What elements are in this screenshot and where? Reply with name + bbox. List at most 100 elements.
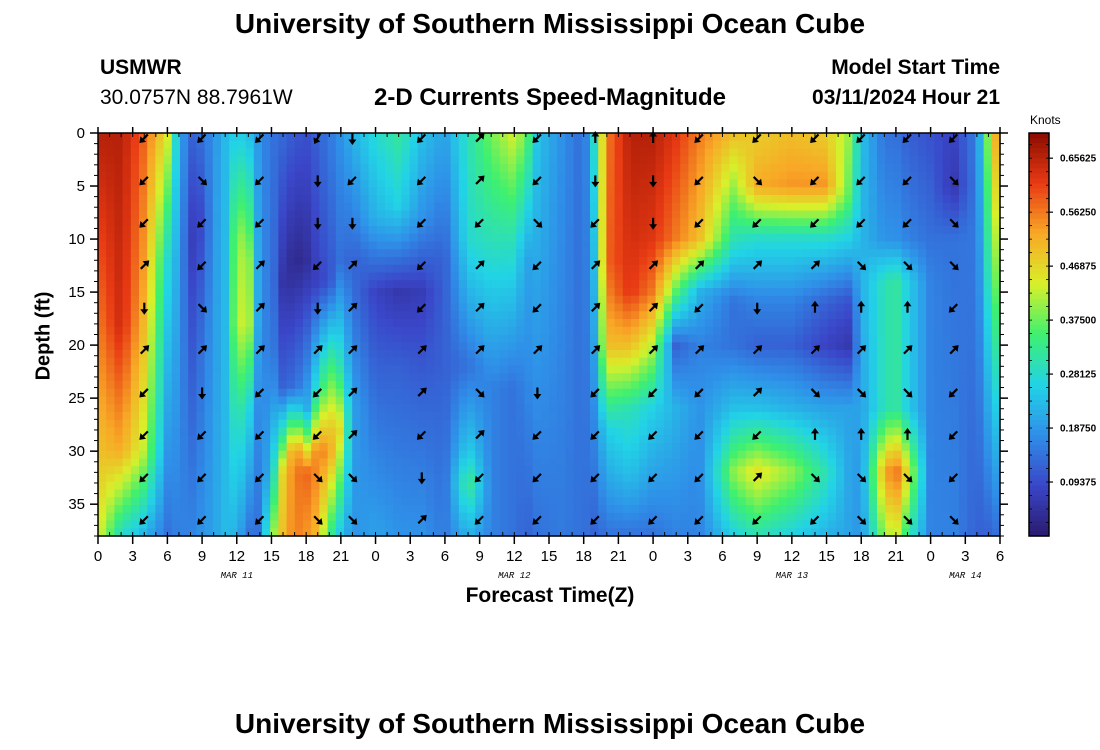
heatmap-cell <box>417 249 427 258</box>
heatmap-cell <box>852 171 862 181</box>
heatmap-cell <box>639 373 648 382</box>
heatmap-cell <box>499 319 509 328</box>
heatmap-cell <box>540 373 550 382</box>
heatmap-cell <box>155 435 165 444</box>
heatmap-cell <box>229 435 238 444</box>
heatmap-cell <box>655 311 665 320</box>
heatmap-cell <box>778 427 788 436</box>
heatmap-cell <box>303 466 312 475</box>
heatmap-cell <box>803 528 812 537</box>
heatmap-cell <box>196 195 206 204</box>
heatmap-cell <box>581 133 591 142</box>
heatmap-cell <box>450 195 460 204</box>
heatmap-cell <box>622 450 632 460</box>
heatmap-cell <box>499 249 509 258</box>
heatmap-cell <box>196 311 206 320</box>
heatmap-cell <box>426 272 435 281</box>
heatmap-cell <box>335 233 345 243</box>
heatmap-cell <box>319 381 329 390</box>
heatmap-cell <box>417 295 427 305</box>
heatmap-cell <box>245 187 255 196</box>
heatmap-cell <box>442 396 452 405</box>
heatmap-cell <box>319 396 329 405</box>
heatmap-cell <box>655 303 665 312</box>
heatmap-cell <box>606 288 616 297</box>
heatmap-cell <box>253 295 263 305</box>
heatmap-cell <box>540 443 550 452</box>
heatmap-cell <box>688 528 698 537</box>
heatmap-cell <box>852 164 862 173</box>
heatmap-cell <box>557 264 566 274</box>
heatmap-cell <box>606 233 616 243</box>
heatmap-cell <box>770 311 780 320</box>
heatmap-cell <box>212 466 222 475</box>
heatmap-cell <box>672 365 681 374</box>
heatmap-cell <box>827 226 837 235</box>
heatmap-cell <box>590 412 599 421</box>
heatmap-cell <box>704 443 714 452</box>
heatmap-cell <box>836 241 845 250</box>
heatmap-cell <box>245 334 255 343</box>
heatmap-cell <box>795 450 804 460</box>
heatmap-cell <box>426 179 435 188</box>
heatmap-cell <box>713 241 722 250</box>
heatmap-cell <box>253 373 263 382</box>
heatmap-cell <box>311 140 320 150</box>
heatmap-cell <box>188 396 197 405</box>
heatmap-cell <box>721 373 730 382</box>
heatmap-cell <box>270 512 279 522</box>
heatmap-cell <box>130 241 140 250</box>
heatmap-cell <box>713 342 722 351</box>
heatmap-cell <box>721 179 730 188</box>
heatmap-cell <box>868 388 878 398</box>
heatmap-cell <box>450 202 460 212</box>
heatmap-cell <box>237 303 247 312</box>
heatmap-cell <box>335 474 345 483</box>
heatmap-cell <box>368 140 378 150</box>
heatmap-cell <box>836 311 845 320</box>
heatmap-cell <box>672 373 681 382</box>
heatmap-cell <box>672 505 681 514</box>
heatmap-cell <box>385 481 394 491</box>
heatmap-cell <box>458 458 468 467</box>
heatmap-cell <box>499 528 509 537</box>
heatmap-cell <box>188 295 197 305</box>
heatmap-cell <box>434 388 443 398</box>
heatmap-cell <box>303 303 312 312</box>
heatmap-cell <box>852 474 862 483</box>
heatmap-cell <box>335 342 345 351</box>
heatmap-cell <box>508 365 517 374</box>
heatmap-cell <box>672 311 681 320</box>
heatmap-cell <box>639 241 648 250</box>
heatmap-cell <box>704 280 714 289</box>
heatmap-cell <box>393 195 402 204</box>
heatmap-cell <box>770 381 780 390</box>
heatmap-cell <box>114 450 124 460</box>
heatmap-cell <box>811 443 821 452</box>
heatmap-cell <box>672 497 681 506</box>
heatmap-cell <box>745 140 755 150</box>
heatmap-cell <box>335 179 345 188</box>
heatmap-cell <box>417 280 427 289</box>
heatmap-cell <box>98 342 107 351</box>
heatmap-cell <box>844 412 853 421</box>
heatmap-cell <box>754 295 763 305</box>
heatmap-cell <box>721 210 730 219</box>
heatmap-cell <box>221 241 230 250</box>
heatmap-cell <box>352 443 361 452</box>
heatmap-cell <box>557 458 566 467</box>
heatmap-cell <box>499 288 509 297</box>
heatmap-cell <box>639 195 648 204</box>
heatmap-cell <box>245 295 255 305</box>
heatmap-cell <box>508 404 517 413</box>
heatmap-cell <box>147 528 156 537</box>
heatmap-cell <box>598 295 607 305</box>
heatmap-cell <box>721 202 730 212</box>
heatmap-cell <box>147 474 156 483</box>
heatmap-cell <box>729 396 739 405</box>
heatmap-cell <box>778 210 788 219</box>
heatmap-cell <box>434 505 443 514</box>
heatmap-cell <box>524 419 534 429</box>
heatmap-cell <box>860 435 870 444</box>
heatmap-cell <box>803 427 812 436</box>
